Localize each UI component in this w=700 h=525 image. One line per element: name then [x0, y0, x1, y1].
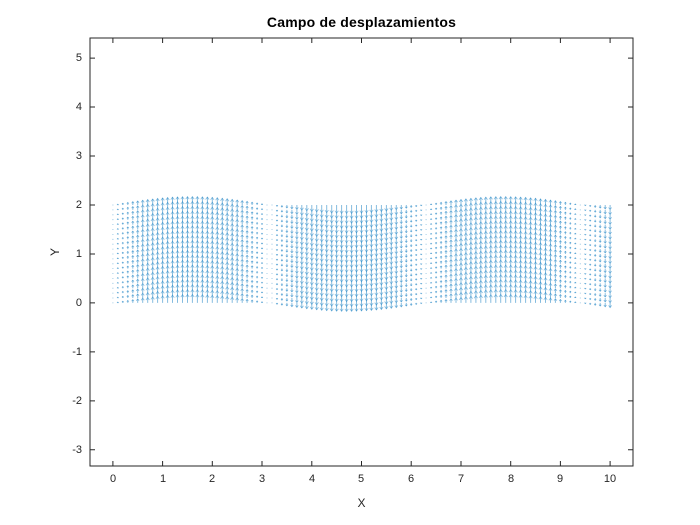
x-tick-label: 0 [109, 473, 117, 485]
x-axis-label: X [357, 496, 366, 510]
y-tick-label: 0 [75, 297, 82, 309]
x-tick-label: 4 [308, 473, 316, 485]
arrow-shafts [112, 196, 611, 312]
x-tick-label: 8 [507, 473, 515, 485]
chart-title: Campo de desplazamientos [266, 14, 457, 30]
axes-box [89, 37, 634, 467]
y-tick-label: 1 [75, 248, 82, 260]
y-tick-label: -1 [72, 346, 82, 358]
y-tick-label: -3 [72, 444, 82, 456]
x-tick-label: 5 [357, 473, 365, 485]
y-tick-label: 4 [75, 101, 82, 113]
quiver-arrows [112, 196, 612, 312]
arrow-heads [116, 196, 612, 312]
x-tick-label: 1 [159, 473, 167, 485]
x-tick-label: 10 [603, 473, 617, 485]
x-tick-label: 3 [258, 473, 266, 485]
x-tick-label: 6 [407, 473, 415, 485]
x-tick-label: 2 [208, 473, 216, 485]
axis-tick-marks [90, 38, 633, 466]
x-tick-label: 7 [457, 473, 465, 485]
y-tick-label: -2 [72, 395, 82, 407]
y-tick-label: 5 [75, 52, 82, 64]
y-tick-label: 2 [75, 199, 82, 211]
y-tick-label: 3 [75, 150, 82, 162]
x-tick-label: 9 [556, 473, 564, 485]
